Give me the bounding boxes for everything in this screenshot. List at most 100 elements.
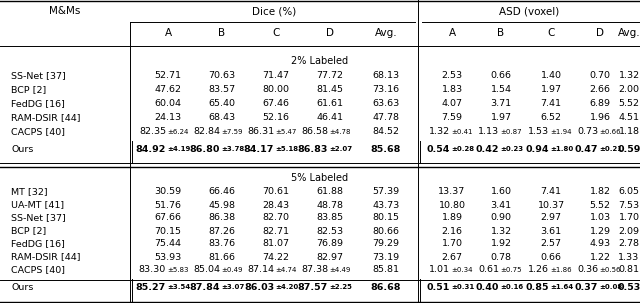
Text: 1.33: 1.33 — [618, 252, 639, 261]
Text: 81.66: 81.66 — [209, 252, 236, 261]
Text: B: B — [497, 28, 504, 38]
Text: 82.84: 82.84 — [193, 128, 220, 136]
Text: 84.52: 84.52 — [372, 128, 399, 136]
Text: 1.92: 1.92 — [490, 239, 511, 248]
Text: ±5.47: ±5.47 — [275, 129, 296, 135]
Text: 85.81: 85.81 — [372, 265, 399, 275]
Text: 87.14: 87.14 — [247, 265, 274, 275]
Text: 4.51: 4.51 — [618, 114, 639, 122]
Text: 85.04: 85.04 — [193, 265, 220, 275]
Text: 2.78: 2.78 — [618, 239, 639, 248]
Text: 1.13: 1.13 — [478, 128, 499, 136]
Text: C: C — [547, 28, 555, 38]
Text: 82.53: 82.53 — [316, 227, 344, 235]
Text: ±4.20: ±4.20 — [275, 284, 298, 290]
Text: 81.07: 81.07 — [262, 239, 289, 248]
Text: 5.52: 5.52 — [618, 99, 639, 108]
Text: ASD (voxel): ASD (voxel) — [499, 6, 559, 16]
Text: FedDG [16]: FedDG [16] — [11, 99, 65, 108]
Text: 0.73: 0.73 — [577, 128, 598, 136]
Text: 82.70: 82.70 — [262, 214, 289, 222]
Text: 0.85: 0.85 — [526, 282, 549, 291]
Text: 68.13: 68.13 — [372, 72, 399, 81]
Text: CACPS [40]: CACPS [40] — [11, 265, 65, 275]
Text: ±0.23: ±0.23 — [500, 146, 524, 152]
Text: ±0.87: ±0.87 — [500, 129, 522, 135]
Text: ±5.18: ±5.18 — [275, 146, 298, 152]
Text: 86.80: 86.80 — [189, 145, 220, 154]
Text: 60.04: 60.04 — [154, 99, 182, 108]
Text: 84.92: 84.92 — [136, 145, 166, 154]
Text: ±2.07: ±2.07 — [329, 146, 352, 152]
Text: SS-Net [37]: SS-Net [37] — [11, 72, 66, 81]
Text: 83.30: 83.30 — [139, 265, 166, 275]
Text: 1.40: 1.40 — [541, 72, 561, 81]
Text: 63.63: 63.63 — [372, 99, 399, 108]
Text: B: B — [218, 28, 225, 38]
Text: 74.22: 74.22 — [262, 252, 289, 261]
Text: 30.59: 30.59 — [154, 188, 182, 197]
Text: 67.66: 67.66 — [154, 214, 182, 222]
Text: 83.85: 83.85 — [316, 214, 344, 222]
Text: 53.93: 53.93 — [154, 252, 182, 261]
Text: 86.03: 86.03 — [244, 282, 274, 291]
Text: 1.70: 1.70 — [618, 214, 639, 222]
Text: 83.57: 83.57 — [209, 85, 236, 95]
Text: 0.54: 0.54 — [427, 145, 451, 154]
Text: 0.59: 0.59 — [618, 145, 640, 154]
Text: 7.53: 7.53 — [618, 201, 639, 209]
Text: ±0.31: ±0.31 — [451, 284, 475, 290]
Text: 1.29: 1.29 — [589, 227, 611, 235]
Text: 1.26: 1.26 — [529, 265, 549, 275]
Text: ±1.86: ±1.86 — [550, 267, 572, 273]
Text: 87.26: 87.26 — [209, 227, 236, 235]
Text: 45.98: 45.98 — [209, 201, 236, 209]
Text: 3.61: 3.61 — [540, 227, 561, 235]
Text: 1.97: 1.97 — [490, 114, 511, 122]
Text: 46.41: 46.41 — [317, 114, 344, 122]
Text: 85.68: 85.68 — [371, 145, 401, 154]
Text: 61.88: 61.88 — [317, 188, 344, 197]
Text: 6.05: 6.05 — [618, 188, 639, 197]
Text: 0.51: 0.51 — [427, 282, 451, 291]
Text: ±2.25: ±2.25 — [329, 284, 352, 290]
Text: RAM-DSIR [44]: RAM-DSIR [44] — [11, 114, 81, 122]
Text: 86.38: 86.38 — [209, 214, 236, 222]
Text: Ours: Ours — [11, 145, 33, 154]
Text: 1.96: 1.96 — [589, 114, 611, 122]
Text: 1.01: 1.01 — [429, 265, 451, 275]
Text: 10.80: 10.80 — [438, 201, 465, 209]
Text: 0.81: 0.81 — [618, 265, 639, 275]
Text: ±0.41: ±0.41 — [451, 129, 473, 135]
Text: UA-MT [41]: UA-MT [41] — [11, 201, 64, 209]
Text: 1.32: 1.32 — [490, 227, 511, 235]
Text: 0.66: 0.66 — [490, 72, 511, 81]
Text: MT [32]: MT [32] — [11, 188, 47, 197]
Text: 0.90: 0.90 — [490, 214, 511, 222]
Text: 2.66: 2.66 — [589, 85, 611, 95]
Text: 0.70: 0.70 — [589, 72, 611, 81]
Text: ±7.59: ±7.59 — [221, 129, 243, 135]
Text: 0.47: 0.47 — [575, 145, 598, 154]
Text: 57.39: 57.39 — [372, 188, 399, 197]
Text: 87.38: 87.38 — [301, 265, 328, 275]
Text: 4.07: 4.07 — [442, 99, 463, 108]
Text: C: C — [272, 28, 280, 38]
Text: BCP [2]: BCP [2] — [11, 227, 46, 235]
Text: 1.32: 1.32 — [429, 128, 451, 136]
Text: 77.72: 77.72 — [317, 72, 344, 81]
Text: 70.63: 70.63 — [209, 72, 236, 81]
Text: 52.71: 52.71 — [154, 72, 182, 81]
Text: 71.47: 71.47 — [262, 72, 289, 81]
Text: 48.78: 48.78 — [317, 201, 344, 209]
Text: ±6.24: ±6.24 — [167, 129, 188, 135]
Text: 6.52: 6.52 — [541, 114, 561, 122]
Text: ±0.66: ±0.66 — [599, 129, 621, 135]
Text: 52.16: 52.16 — [262, 114, 289, 122]
Text: A: A — [449, 28, 456, 38]
Text: 1.83: 1.83 — [442, 85, 463, 95]
Text: 7.59: 7.59 — [442, 114, 463, 122]
Text: 3.41: 3.41 — [490, 201, 511, 209]
Text: 3.71: 3.71 — [490, 99, 511, 108]
Text: 73.19: 73.19 — [372, 252, 399, 261]
